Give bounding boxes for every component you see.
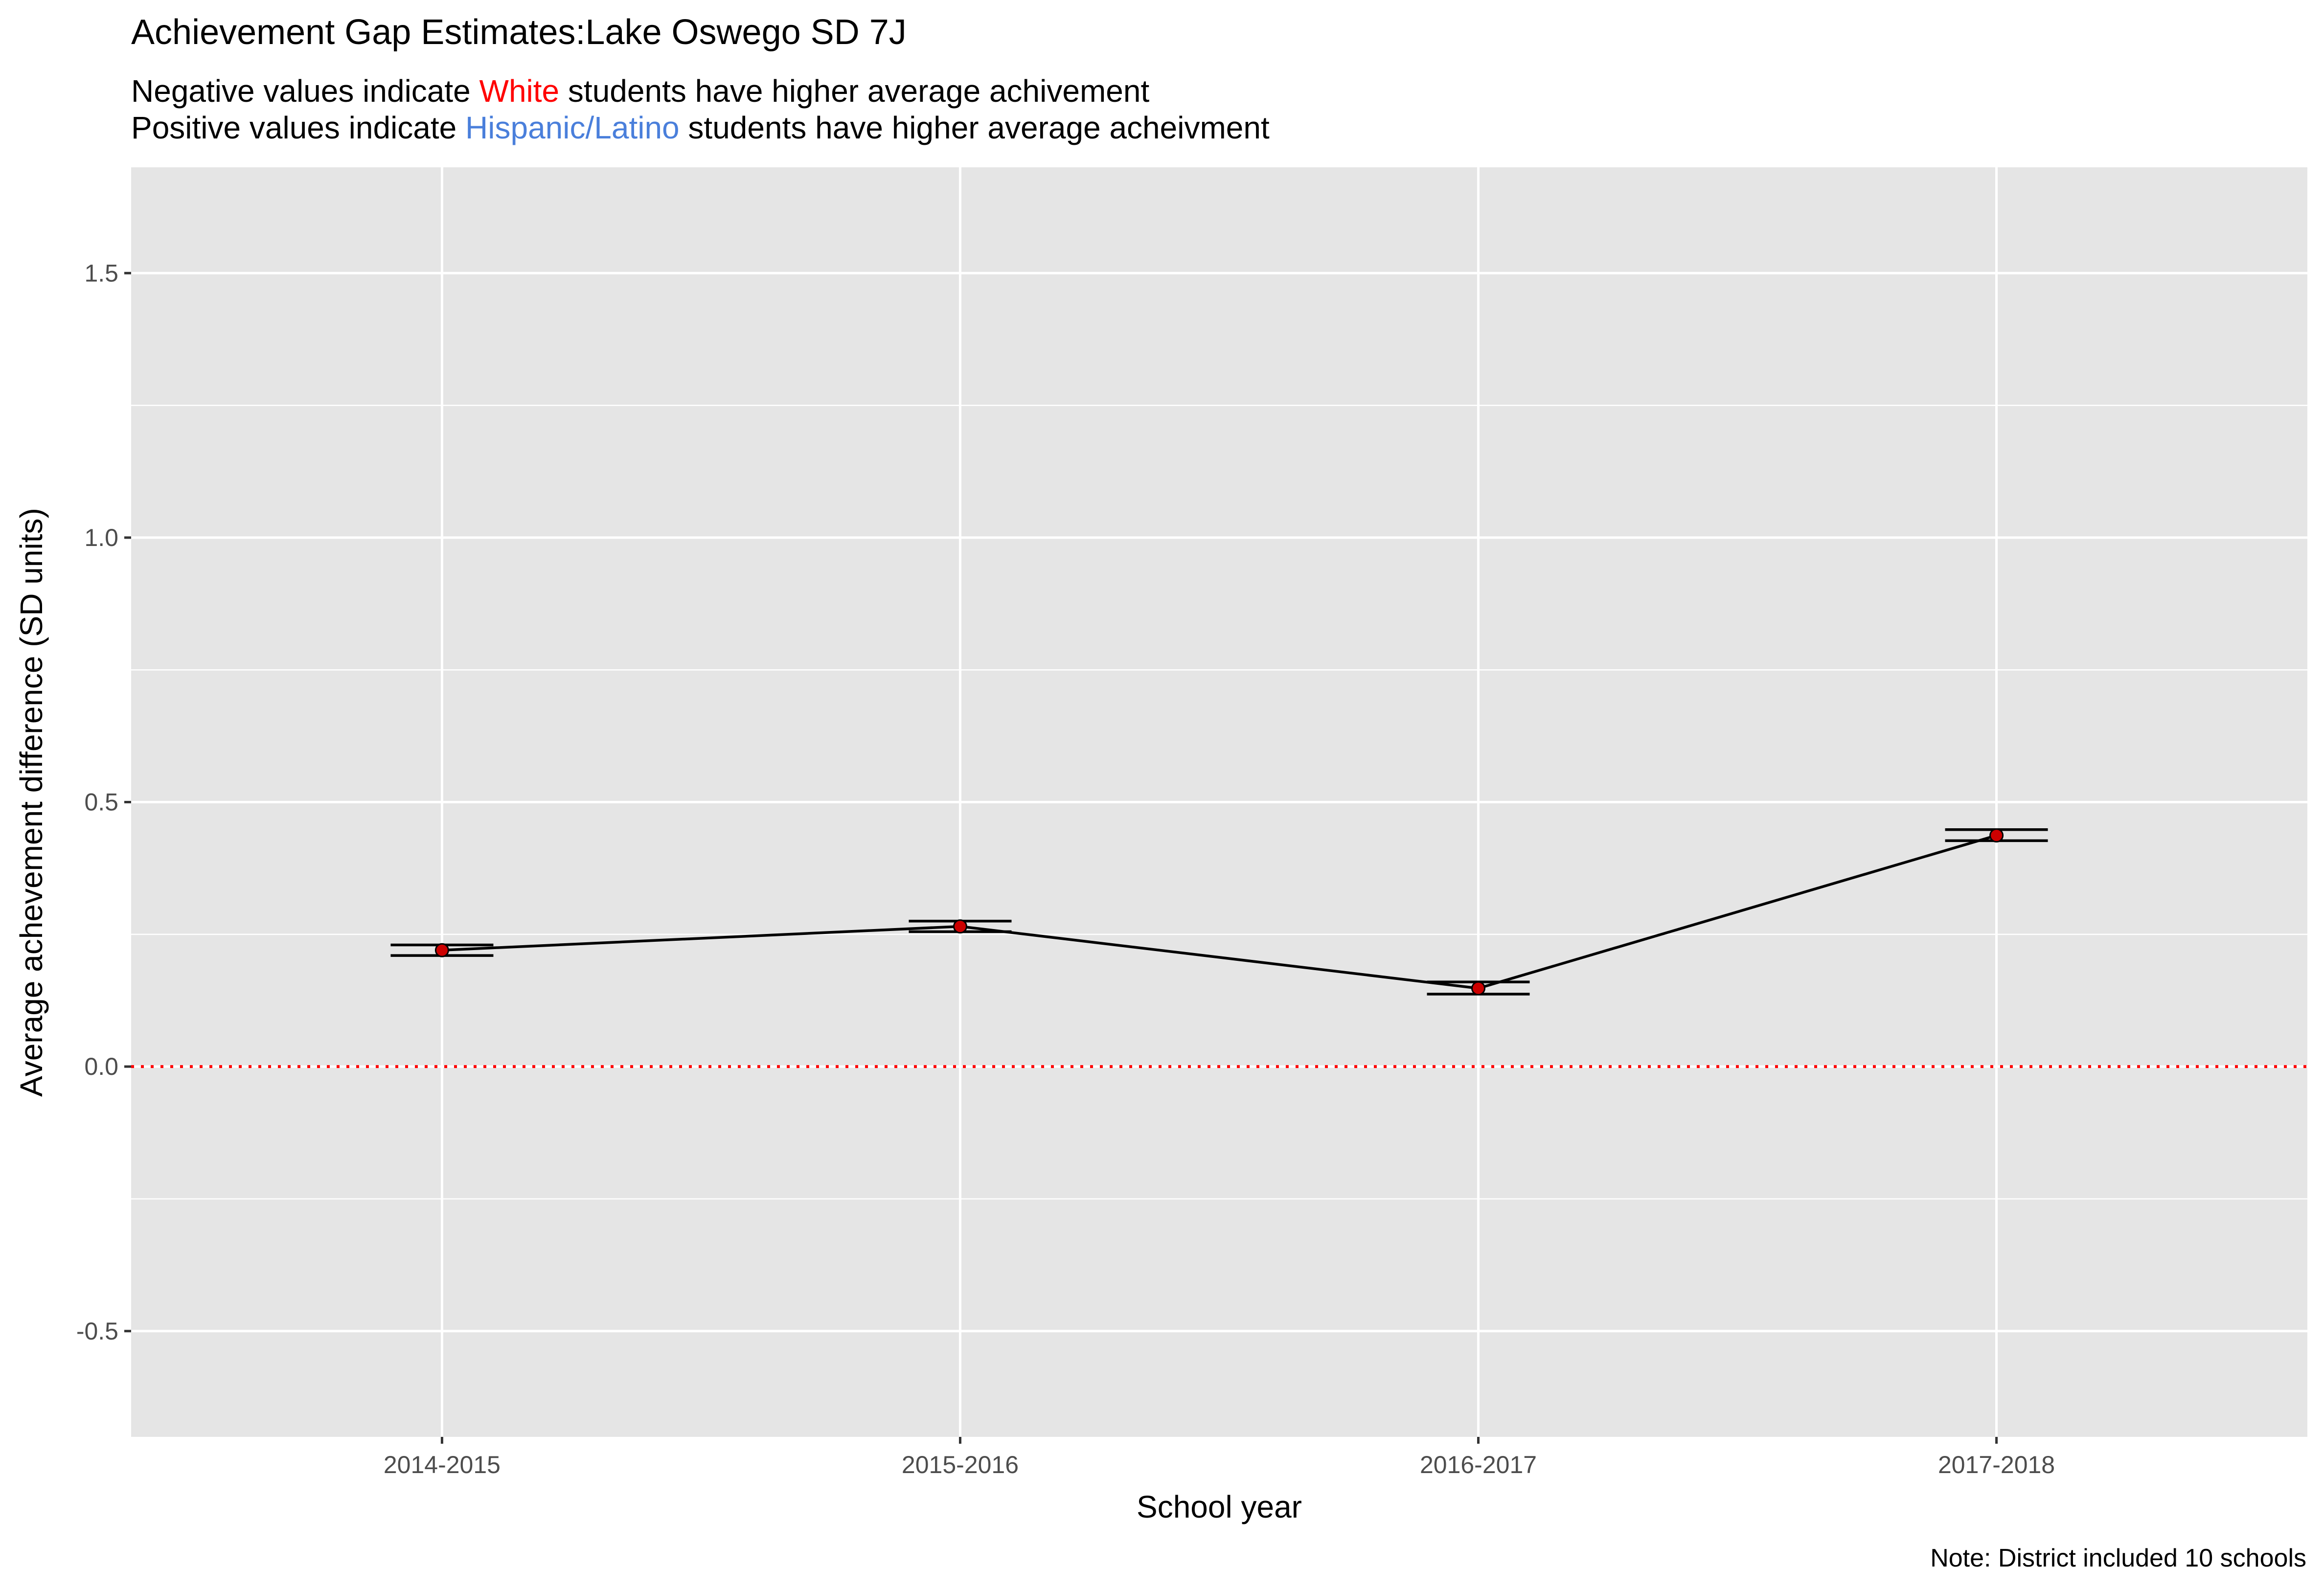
subtitle-line-1-prefix: Negative values indicate <box>131 73 479 109</box>
chart-caption: Note: District included 10 schools <box>1930 1544 2306 1572</box>
x-axis: 2014-2015 2015-2016 2016-2017 2017-2018 <box>384 1437 2055 1478</box>
series-group <box>442 834 1997 990</box>
y-tick-label: 0.0 <box>84 1053 118 1080</box>
x-tick-label: 2016-2017 <box>1420 1451 1537 1478</box>
data-point <box>953 919 967 934</box>
series-line <box>442 834 1997 990</box>
x-tick-label: 2015-2016 <box>902 1451 1019 1478</box>
x-tick-label: 2014-2015 <box>384 1451 501 1478</box>
chart-subtitle-line-1: Negative values indicate White students … <box>131 73 1149 109</box>
chart-subtitle-line-2: Positive values indicate Hispanic/Latino… <box>131 110 1270 145</box>
x-tick-label: 2017-2018 <box>1938 1451 2055 1478</box>
data-points <box>434 828 2004 996</box>
y-tick-label: 1.5 <box>84 259 118 287</box>
y-tick-label: 0.5 <box>84 789 118 816</box>
subtitle-line-2-highlight: Hispanic/Latino <box>465 110 680 145</box>
subtitle-line-2-suffix: students have higher average acheivment <box>680 110 1270 145</box>
minor-gridlines <box>131 405 2307 1200</box>
data-point <box>434 943 449 957</box>
subtitle-line-1-highlight: White <box>479 73 560 109</box>
y-tick-label: 1.0 <box>84 524 118 551</box>
data-point <box>1989 828 2004 843</box>
y-tick-label: -0.5 <box>76 1317 118 1345</box>
data-point <box>1471 981 1486 996</box>
subtitle-line-2-prefix: Positive values indicate <box>131 110 465 145</box>
chart-title: Achievement Gap Estimates:Lake Oswego SD… <box>131 13 907 52</box>
y-axis: -0.5 0.0 0.5 1.0 1.5 <box>76 259 131 1345</box>
y-axis-title: Average achevement difference (SD units) <box>14 508 49 1097</box>
x-axis-title: School year <box>1137 1489 1302 1524</box>
subtitle-line-1-suffix: students have higher average achivement <box>559 73 1149 109</box>
